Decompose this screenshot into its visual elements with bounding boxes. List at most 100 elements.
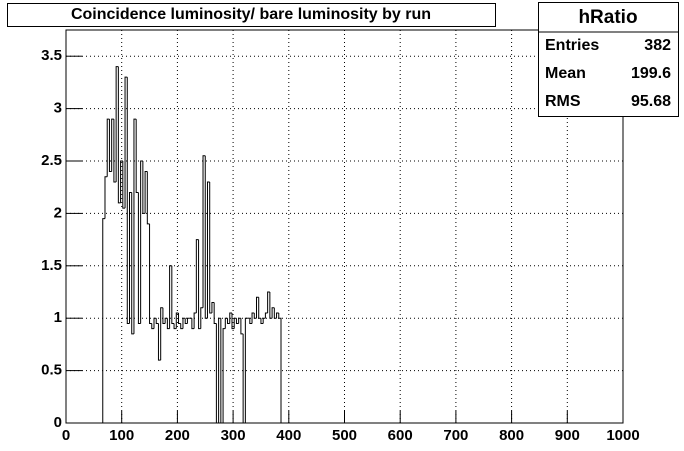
histogram-bin — [166, 318, 170, 330]
title-box — [7, 3, 496, 27]
histogram-bin — [104, 176, 108, 219]
histogram-bin — [160, 307, 163, 361]
stats-value: 199.6 — [631, 65, 671, 82]
histogram-bin — [240, 318, 244, 335]
histogram-bin — [227, 318, 230, 324]
histogram-bin — [180, 323, 183, 330]
histogram-bin — [133, 118, 137, 334]
y-tick-label: 0 — [54, 414, 62, 431]
histogram-bin — [184, 318, 188, 324]
x-tick-label: 900 — [555, 427, 580, 444]
histogram-bin — [213, 302, 217, 324]
histogram-bin — [200, 307, 204, 329]
histogram-bin — [251, 312, 255, 324]
histogram-bin — [128, 191, 132, 324]
histogram-bin — [238, 317, 241, 324]
histogram-bin — [111, 118, 114, 172]
histogram-bin — [249, 318, 253, 324]
histogram-bin — [144, 170, 148, 214]
histogram-bin — [120, 160, 123, 203]
histogram-bin — [273, 307, 277, 319]
y-tick-label: 2 — [54, 204, 62, 221]
histogram-bin — [140, 160, 143, 324]
chart-title: Coincidence luminosity/ bare luminosity … — [71, 6, 431, 23]
x-tick-label: 700 — [443, 427, 468, 444]
x-tick-label: 100 — [109, 427, 134, 444]
histogram-bin — [153, 317, 157, 329]
histogram-bin — [258, 297, 261, 319]
histogram-bin — [264, 312, 268, 319]
y-tick-label: 3 — [54, 100, 62, 117]
plot-frame — [65, 29, 624, 424]
histogram-bin — [198, 239, 201, 330]
histogram-bin — [149, 223, 152, 324]
stats-title: hRatio — [578, 7, 637, 28]
histogram-bin — [218, 317, 221, 423]
histogram-bin — [253, 312, 257, 319]
y-tick-label: 1 — [54, 309, 62, 326]
x-tick-label: 500 — [332, 427, 357, 444]
histogram-bin — [209, 181, 212, 314]
histogram-bin — [260, 318, 264, 324]
x-tick-label: 200 — [165, 427, 190, 444]
stats-label: Mean — [545, 65, 586, 82]
histogram-bin — [178, 312, 181, 324]
histogram-bin — [224, 317, 228, 329]
histogram-bin — [155, 318, 159, 324]
x-tick-label: 400 — [276, 427, 301, 444]
histogram-bin — [242, 333, 246, 424]
histogram-bin — [117, 66, 121, 204]
histogram-bin — [276, 312, 279, 319]
histogram-bin — [115, 66, 119, 182]
histogram-bin — [222, 328, 226, 423]
histogram-bin — [211, 301, 215, 313]
histogram-bin — [106, 118, 110, 177]
histogram-bin — [193, 312, 197, 329]
histogram-bin — [233, 317, 237, 329]
stats-label: RMS — [545, 93, 581, 110]
histogram-bin — [202, 155, 206, 308]
histogram-bin — [267, 291, 270, 313]
histogram-bin — [271, 307, 275, 319]
histogram-bin — [126, 77, 130, 324]
histogram-bin — [186, 317, 190, 324]
histogram-bin — [137, 192, 141, 324]
x-tick-label: 300 — [221, 427, 246, 444]
histogram-bin — [113, 119, 117, 183]
histogram-bin — [182, 317, 186, 329]
x-tick-label: 1000 — [606, 427, 639, 444]
stats-box — [538, 2, 679, 117]
x-tick-label: 800 — [499, 427, 524, 444]
stats-label: Entries — [545, 37, 599, 54]
histogram-bin — [262, 317, 266, 324]
histogram-bin — [220, 318, 224, 424]
histogram-bin — [131, 192, 134, 335]
histogram-bin — [173, 323, 177, 330]
histogram-bin — [191, 318, 195, 330]
x-tick-label: 0 — [62, 427, 70, 444]
histogram-bin — [164, 317, 168, 324]
histogram-bin — [146, 171, 150, 225]
stats-value: 382 — [644, 37, 671, 54]
histogram-bin — [124, 76, 128, 209]
histogram-bin — [169, 265, 172, 329]
histogram-bin — [278, 312, 282, 423]
histogram-bin — [135, 119, 139, 193]
histogram-bin — [269, 292, 273, 319]
histogram-bin — [229, 312, 232, 324]
histogram-bin — [255, 296, 259, 319]
stats-value: 95.68 — [631, 93, 671, 110]
histogram-bin — [108, 119, 112, 172]
histogram-bin — [235, 318, 239, 324]
y-tick-label: 2.5 — [41, 152, 62, 169]
histogram-bin — [175, 312, 179, 329]
histogram-bin — [122, 161, 126, 209]
histogram-bin — [171, 265, 175, 324]
histogram-bin — [142, 161, 146, 214]
histogram-bin — [215, 323, 219, 424]
histogram-bin — [206, 181, 210, 319]
histogram-bin — [151, 323, 155, 330]
y-tick-label: 1.5 — [41, 257, 62, 274]
y-tick-label: 3.5 — [41, 47, 62, 64]
y-tick-label: 0.5 — [41, 362, 62, 379]
